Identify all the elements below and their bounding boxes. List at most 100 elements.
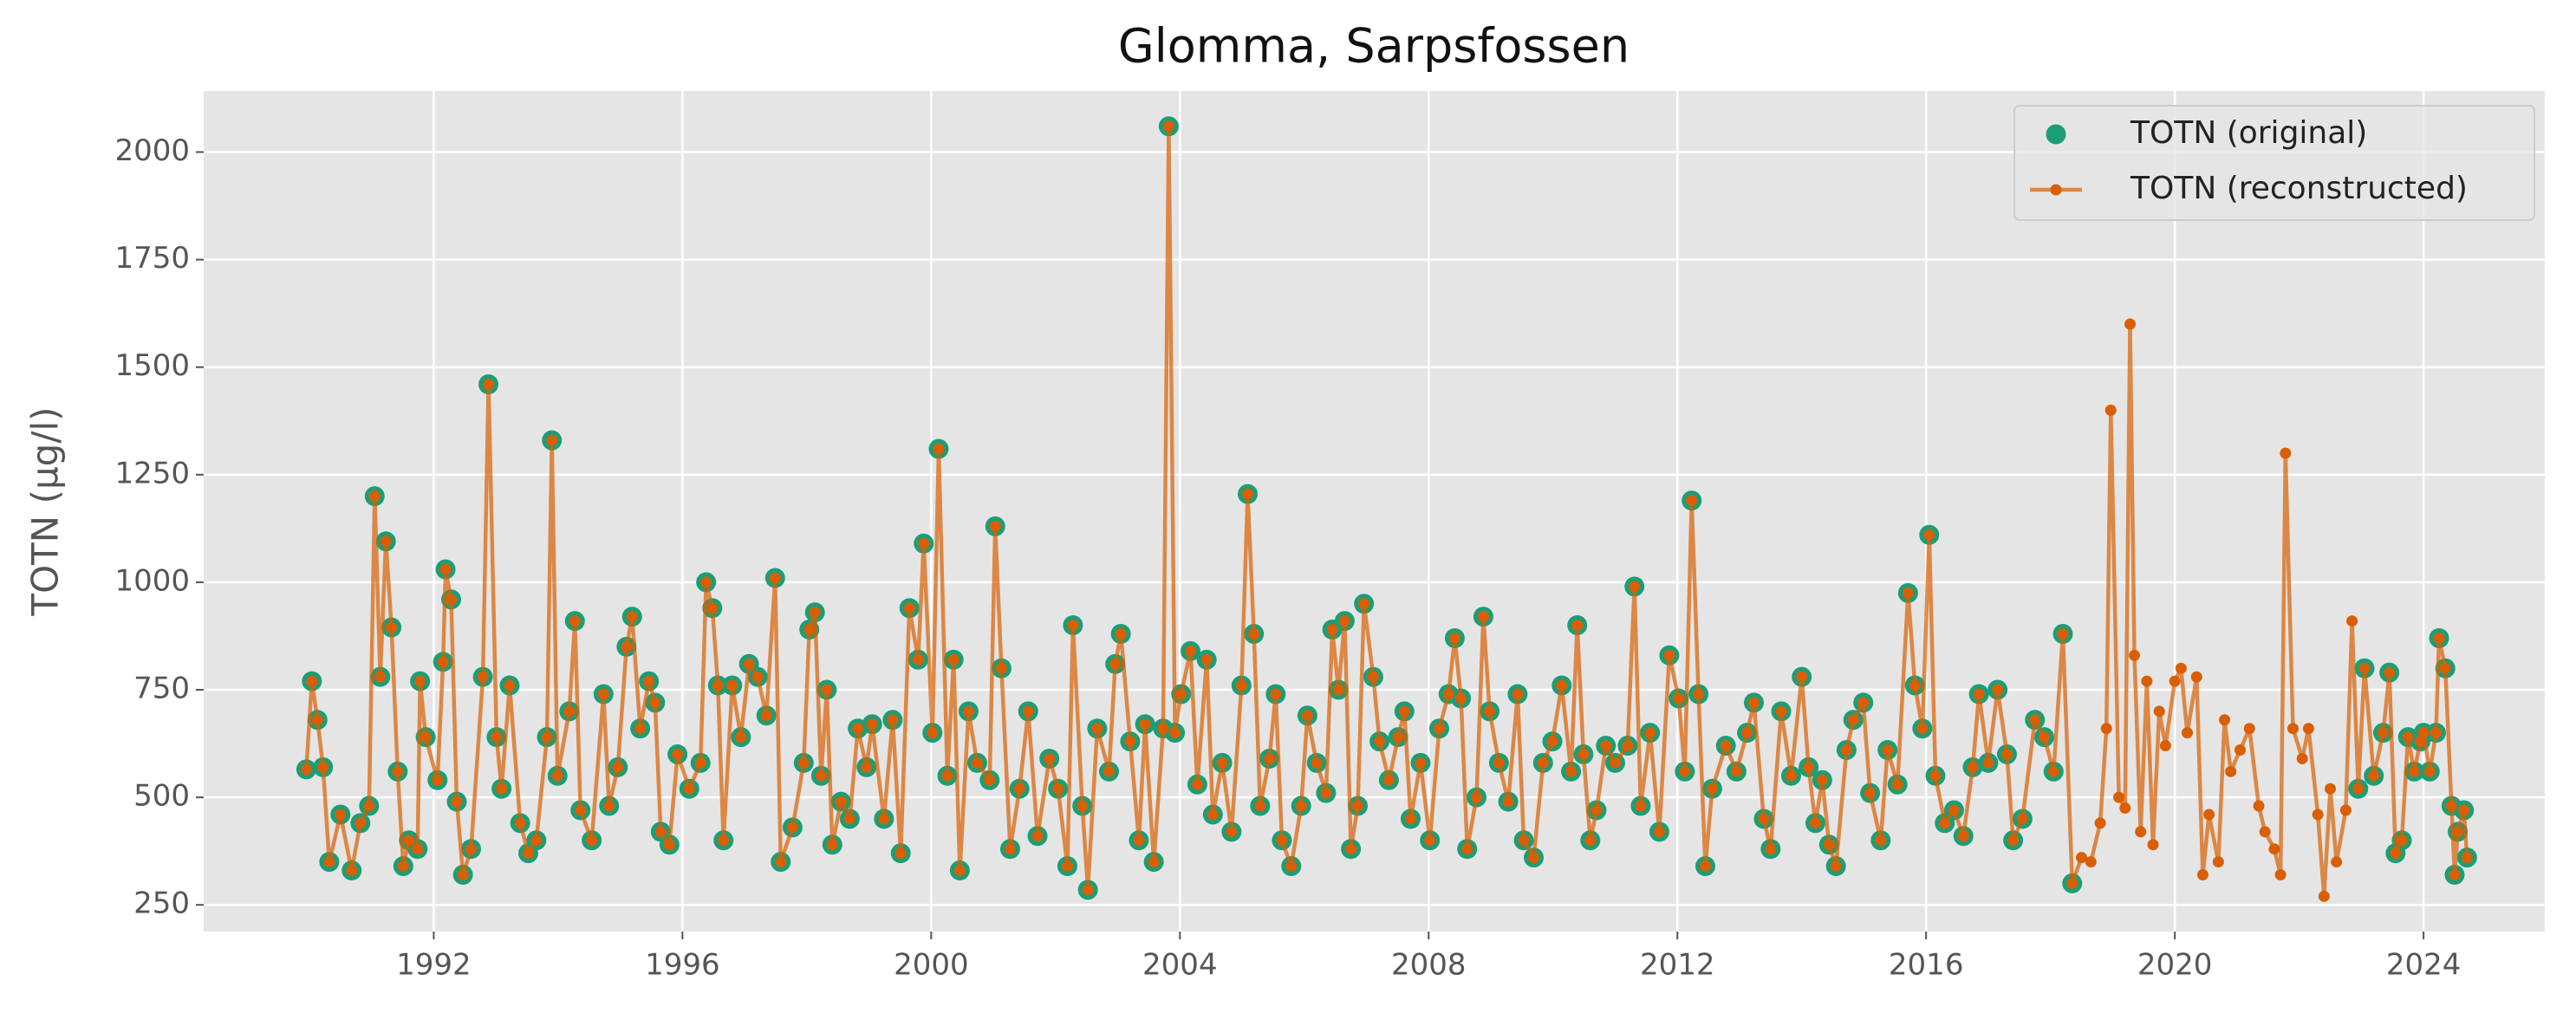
data-point — [694, 757, 706, 769]
data-point — [504, 679, 516, 692]
data-point — [2190, 671, 2202, 683]
data-point — [769, 572, 781, 584]
data-point — [586, 834, 598, 847]
data-point — [2047, 765, 2059, 777]
legend-label: TOTN (reconstructed) — [2130, 171, 2468, 206]
data-point — [1285, 860, 1298, 873]
data-point — [2346, 615, 2358, 627]
legend-marker — [2050, 184, 2062, 196]
data-point — [1216, 757, 1228, 769]
data-point — [712, 679, 724, 692]
data-point — [2159, 740, 2171, 752]
data-point — [2430, 727, 2442, 739]
data-point — [2135, 826, 2147, 838]
data-point — [1653, 826, 1665, 838]
data-point — [1823, 839, 1835, 851]
data-point — [1902, 587, 1914, 599]
data-point — [803, 624, 816, 636]
data-point — [603, 800, 615, 812]
data-point — [1332, 684, 1344, 696]
data-point — [1747, 697, 1760, 709]
data-point — [866, 718, 878, 731]
data-point — [1679, 765, 1691, 777]
data-point — [1477, 611, 1489, 623]
data-point — [1013, 782, 1025, 795]
data-point — [2225, 765, 2237, 777]
x-tick-label: 2024 — [2386, 948, 2462, 983]
data-point — [1830, 860, 1842, 873]
data-point — [1875, 834, 1887, 847]
data-point — [1700, 860, 1712, 873]
data-point — [1109, 658, 1122, 670]
data-point — [1565, 765, 1577, 777]
data-point — [1442, 688, 1454, 700]
data-point — [1077, 800, 1089, 812]
data-point — [1916, 723, 1929, 735]
data-point — [1693, 688, 1705, 700]
data-point — [1175, 688, 1187, 700]
data-point — [1398, 705, 1410, 718]
data-point — [1939, 817, 1951, 829]
data-point — [2094, 817, 2106, 829]
data-point — [2119, 802, 2131, 815]
y-tick-label: 1250 — [114, 456, 190, 490]
data-point — [971, 757, 983, 769]
x-tick-label: 2020 — [2137, 948, 2213, 983]
data-point — [1673, 692, 1685, 705]
data-point — [1622, 740, 1634, 752]
data-point — [2203, 808, 2215, 821]
data-point — [2458, 804, 2470, 816]
data-point — [1052, 782, 1064, 795]
data-point — [2439, 662, 2451, 674]
data-point — [1067, 620, 1079, 632]
data-point — [2461, 852, 2473, 864]
data-point — [1512, 688, 1524, 700]
data-point — [530, 834, 543, 847]
data-point — [626, 611, 638, 623]
data-point — [1326, 624, 1338, 636]
y-tick-label: 2000 — [114, 133, 190, 168]
data-point — [1191, 778, 1203, 790]
data-point — [861, 761, 873, 773]
data-point — [392, 765, 404, 777]
data-point — [300, 763, 312, 776]
data-point — [2212, 856, 2224, 868]
data-point — [2100, 723, 2112, 735]
data-point — [1091, 723, 1103, 735]
data-point — [1254, 800, 1266, 812]
data-point — [1663, 649, 1675, 661]
x-tick-label: 1996 — [645, 948, 720, 983]
data-point — [1484, 705, 1496, 718]
data-point — [2408, 765, 2420, 777]
legend: TOTN (original) TOTN (reconstructed) — [2013, 105, 2535, 221]
data-point — [1374, 736, 1386, 748]
data-point — [1957, 830, 1969, 842]
data-point — [446, 594, 458, 606]
data-point — [1948, 804, 1960, 816]
data-point — [1992, 684, 2004, 696]
data-point — [1973, 688, 1985, 700]
data-point — [397, 860, 409, 873]
data-point — [1133, 834, 1145, 847]
data-point — [1537, 757, 1549, 769]
data-point — [522, 847, 534, 860]
data-point — [1493, 757, 1505, 769]
data-point — [2445, 800, 2457, 812]
data-point — [414, 675, 426, 687]
data-point — [947, 653, 959, 666]
data-point — [437, 656, 449, 668]
data-point — [2104, 404, 2117, 416]
data-point — [2312, 808, 2324, 821]
data-point — [918, 537, 930, 549]
data-point — [1367, 671, 1379, 683]
data-point — [1169, 727, 1181, 739]
data-point — [1577, 748, 1590, 760]
data-point — [1967, 761, 1979, 773]
data-point — [2234, 744, 2246, 757]
data-point — [887, 714, 899, 726]
data-point — [2169, 675, 2181, 687]
data-point — [491, 731, 503, 744]
data-point — [760, 710, 772, 722]
data-point — [743, 658, 755, 670]
data-point — [1044, 752, 1056, 764]
